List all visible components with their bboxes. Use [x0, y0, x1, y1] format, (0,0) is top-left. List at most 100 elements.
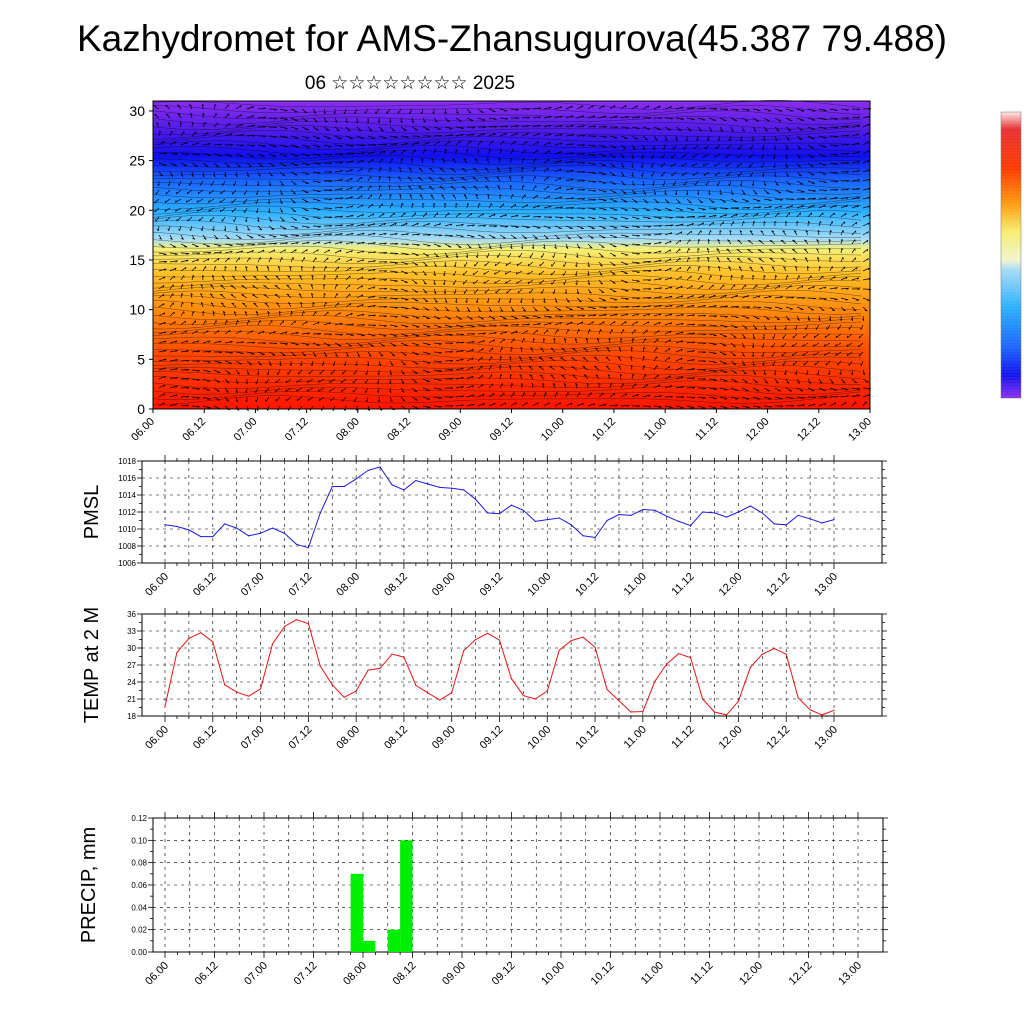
wind-arrow — [258, 135, 267, 138]
wind-arrow — [782, 360, 787, 366]
wind-arrow — [431, 158, 435, 164]
wind-arrow — [208, 207, 215, 212]
wind-arrow — [167, 180, 171, 186]
wind-arrow — [466, 306, 471, 312]
wind-arrow — [705, 180, 710, 186]
wind-arrow — [532, 225, 541, 229]
wind-arrow — [686, 126, 692, 132]
wind-arrow — [807, 180, 816, 184]
wind-arrow — [477, 224, 487, 227]
wind-arrow — [726, 257, 732, 263]
wind-arrow — [411, 297, 419, 302]
wind-arrow — [631, 297, 641, 300]
wind-arrow — [620, 393, 628, 398]
wind-arrow — [848, 360, 853, 366]
wind-arrow — [345, 258, 353, 263]
wind-arrow — [418, 185, 424, 191]
wind-arrow — [389, 351, 396, 357]
wind-arrow — [708, 378, 717, 381]
wind-arrow — [455, 367, 464, 371]
wind-arrow — [532, 306, 538, 312]
wind-arrow — [807, 396, 817, 399]
wind-arrow — [484, 167, 490, 173]
wind-arrow — [785, 117, 793, 122]
contour-line — [152, 184, 862, 195]
wind-arrow — [176, 189, 182, 195]
wind-arrow — [653, 189, 657, 195]
wind-arrow — [312, 241, 321, 245]
wind-arrow — [198, 216, 204, 222]
wind-arrow — [510, 306, 515, 312]
wind-arrow — [254, 387, 259, 393]
wind-arrow — [444, 333, 453, 336]
wind-arrow — [782, 333, 787, 339]
wind-arrow — [334, 351, 339, 357]
wind-arrow — [353, 108, 358, 114]
wind-arrow — [620, 207, 629, 211]
wind-arrow — [209, 216, 215, 222]
wind-arrow — [428, 167, 435, 173]
wind-arrow — [301, 108, 308, 114]
wind-arrow — [562, 270, 567, 276]
wind-arrow — [862, 258, 869, 263]
wind-arrow — [653, 259, 662, 263]
wind-arrow — [199, 293, 204, 299]
wind-arrow — [752, 198, 761, 202]
wind-arrow — [224, 396, 230, 402]
wind-arrow — [443, 270, 446, 277]
wind-arrow — [213, 369, 221, 374]
wind-arrow — [169, 330, 177, 335]
wind-arrow — [675, 231, 683, 236]
wind-arrow — [378, 143, 388, 146]
wind-arrow — [620, 329, 625, 335]
wind-arrow — [234, 265, 238, 272]
wind-arrow — [609, 252, 617, 257]
wind-arrow — [862, 297, 871, 301]
wind-arrow — [620, 279, 629, 283]
wind-arrow — [818, 402, 826, 407]
wind-arrow — [488, 140, 494, 146]
wind-arrow — [653, 330, 660, 335]
wind-arrow — [565, 402, 573, 407]
wind-arrow — [653, 395, 662, 398]
pmsl-point — [594, 536, 596, 539]
wind-arrow — [499, 117, 508, 120]
wind-arrow — [175, 198, 182, 203]
wind-arrow — [631, 189, 637, 195]
wind-arrow — [494, 261, 501, 267]
wind-arrow — [301, 135, 310, 139]
wind-arrow — [422, 315, 430, 319]
wind-arrow — [532, 194, 538, 200]
wind-arrow — [617, 356, 622, 362]
wind-arrow — [213, 340, 222, 344]
wind-arrow — [521, 166, 524, 173]
wind-arrow — [246, 360, 253, 366]
wind-arrow — [697, 333, 707, 336]
wind-arrow — [214, 351, 223, 354]
wind-arrow — [851, 205, 860, 209]
wind-arrow — [785, 387, 793, 392]
contour-line — [152, 249, 862, 260]
wind-arrow — [631, 144, 636, 150]
wind-arrow — [713, 162, 721, 167]
wind-arrow — [377, 369, 380, 376]
wind-arrow — [190, 292, 193, 299]
wind-arrow — [630, 356, 633, 362]
wind-arrow — [312, 117, 318, 123]
wind-arrow — [675, 198, 681, 204]
wind-arrow — [851, 401, 857, 407]
wind-arrow — [202, 234, 207, 240]
wind-arrow — [169, 376, 178, 380]
wind-arrow — [818, 204, 826, 209]
wind-arrow — [202, 330, 209, 335]
wind-arrow — [197, 189, 204, 195]
wind-arrow — [532, 315, 541, 319]
wind-arrow — [708, 405, 717, 409]
wind-arrow — [257, 342, 267, 345]
wind-arrow — [323, 333, 333, 336]
wind-arrow — [747, 258, 754, 263]
wind-arrow — [455, 223, 464, 227]
wind-arrow — [477, 140, 483, 146]
wind-arrow — [576, 314, 586, 317]
wind-arrow — [301, 351, 307, 357]
